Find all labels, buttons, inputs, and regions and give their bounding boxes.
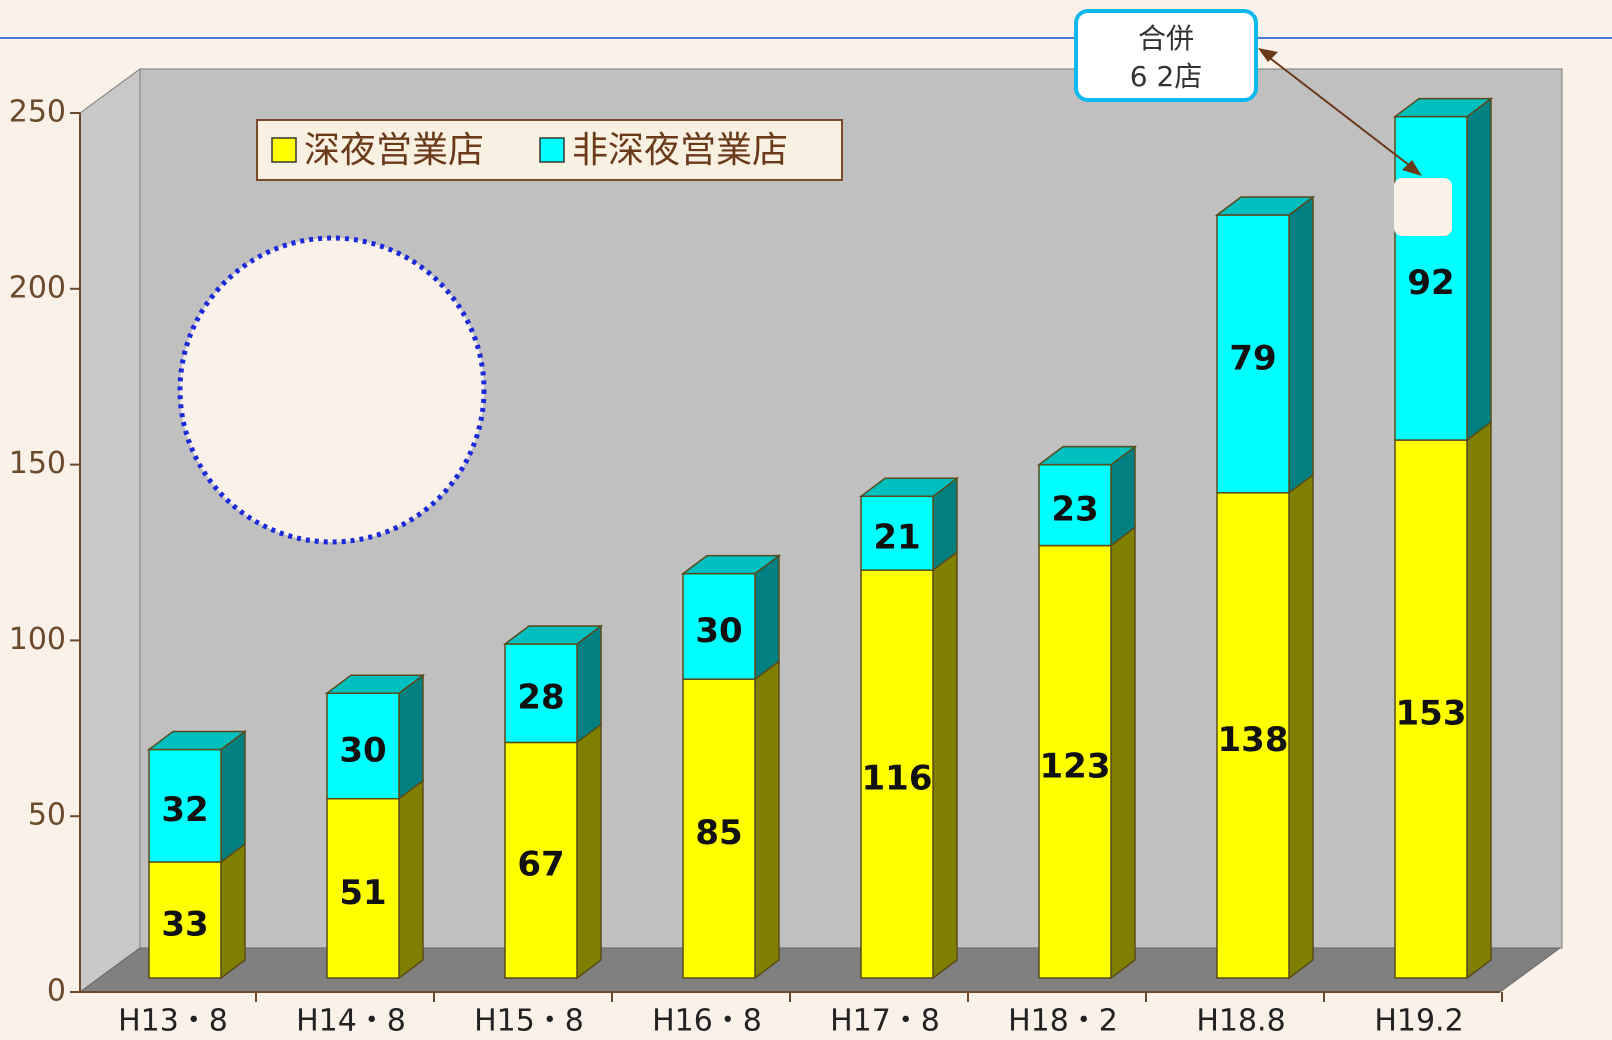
value-label: 23: [1051, 490, 1098, 530]
bar-side: [1288, 195, 1314, 495]
side-wall: [79, 68, 141, 993]
y-tick-label: 250: [9, 95, 66, 130]
annotation-box: [1074, 9, 1258, 102]
bar-side: [398, 779, 424, 980]
x-tick-label: H19.2: [1374, 1004, 1463, 1039]
x-tick-label: H18.8: [1196, 1004, 1285, 1039]
arrow-head: [1258, 48, 1278, 62]
note-marker: [1394, 178, 1452, 236]
value-label: 21: [873, 518, 920, 558]
decor-circle: [177, 235, 487, 545]
bar-side: [576, 722, 602, 980]
value-label: 92: [1407, 263, 1454, 303]
value-label: 32: [161, 790, 208, 830]
bar-top: [502, 625, 604, 645]
y-tick-label: 150: [9, 446, 66, 481]
bar-side: [398, 673, 424, 801]
bar-top: [1214, 196, 1316, 216]
bar-side: [220, 842, 246, 980]
x-tick-label: H13・8: [118, 1004, 228, 1039]
x-tick-label: H18・2: [1008, 1004, 1118, 1039]
bar-side: [1110, 526, 1136, 980]
bar: [148, 748, 222, 863]
bar-top: [1036, 445, 1138, 466]
bar: [504, 643, 578, 744]
bar-side: [1288, 473, 1314, 980]
value-label: 85: [695, 813, 742, 853]
bar: [326, 797, 400, 979]
bar: [860, 495, 934, 571]
legend-label: 深夜営業店: [304, 130, 484, 171]
bar: [1038, 544, 1112, 979]
x-tick-label: H14・8: [296, 1004, 406, 1039]
annotation-text: 6 2店: [1130, 60, 1203, 93]
value-label: 51: [339, 873, 386, 913]
value-label: 33: [161, 904, 208, 944]
bar: [1216, 492, 1290, 979]
bar: [682, 572, 756, 680]
annotation-arrow: [1261, 51, 1419, 173]
legend-swatch: [539, 137, 565, 163]
bar: [860, 569, 934, 979]
y-tick-label: 100: [9, 622, 66, 657]
y-tick-label: 200: [9, 270, 66, 305]
value-label: 28: [517, 678, 564, 718]
arrow-head: [1402, 160, 1422, 176]
bar: [1216, 214, 1290, 494]
y-tick-label: 50: [28, 798, 66, 833]
value-label: 30: [339, 730, 386, 770]
bar-side: [220, 729, 246, 864]
x-tick-label: H15・8: [474, 1004, 584, 1039]
value-label: 138: [1218, 720, 1289, 760]
bar: [504, 741, 578, 979]
value-label: 153: [1396, 694, 1467, 734]
bar-side: [576, 624, 602, 744]
annotation-text: 合併: [1138, 22, 1194, 55]
x-tick-label: H16・8: [652, 1004, 762, 1039]
value-label: 67: [517, 845, 564, 885]
value-label: 123: [1040, 746, 1111, 786]
bar-top: [680, 554, 782, 575]
legend-items: 深夜営業店 非深夜営業店: [271, 130, 788, 171]
legend-label: 非深夜営業店: [572, 130, 788, 171]
value-label: 79: [1229, 338, 1276, 378]
y-tick-label: 0: [47, 974, 66, 1009]
bar-side: [1466, 97, 1492, 442]
value-label: 116: [862, 759, 933, 799]
bar-side: [754, 554, 780, 681]
legend-swatch: [271, 137, 297, 163]
value-label: 30: [695, 611, 742, 651]
bar-top: [324, 674, 426, 694]
bar: [148, 861, 222, 979]
x-tick-label: H17・8: [830, 1004, 940, 1039]
bar: [1038, 463, 1112, 547]
plot: 33 32 51 30 67 28 85 30 116 21 123 23 138 79 153 92: [146, 97, 1494, 980]
bar: [682, 678, 756, 979]
floor: [78, 947, 1562, 993]
bar-side: [1466, 420, 1492, 980]
bar-top: [1392, 97, 1494, 118]
bar-side: [754, 659, 780, 980]
bar-top: [146, 730, 248, 751]
bar-top: [858, 477, 960, 498]
bar-side: [932, 550, 958, 980]
